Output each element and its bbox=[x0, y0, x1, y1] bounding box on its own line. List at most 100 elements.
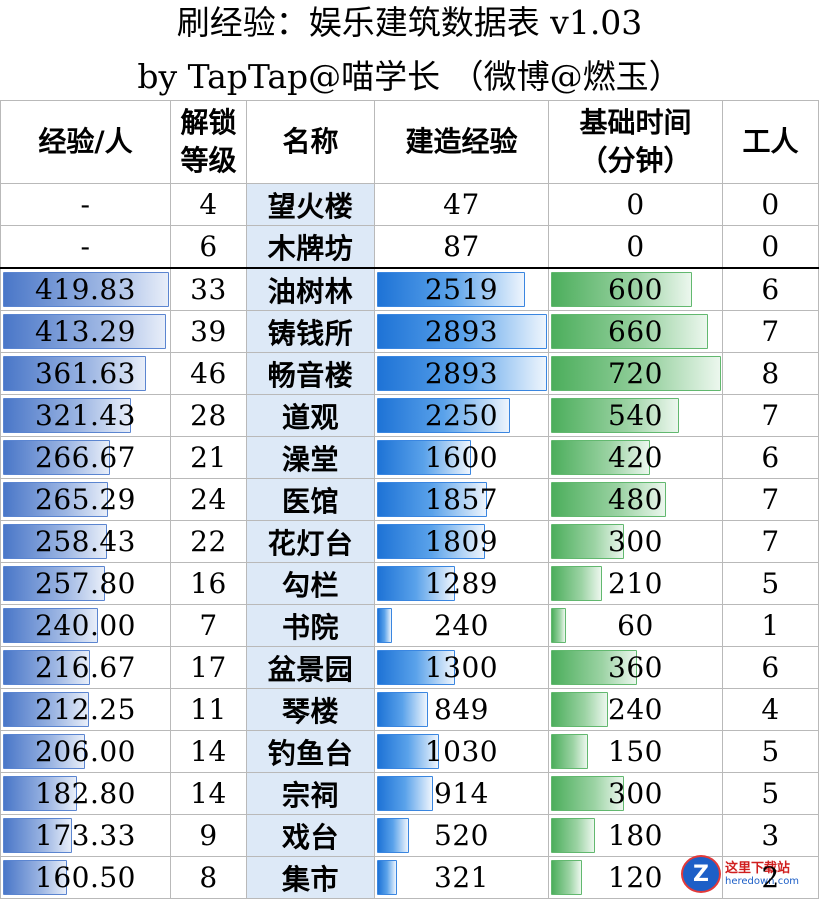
cell-value: 琴楼 bbox=[282, 695, 339, 728]
data-bar bbox=[551, 818, 595, 853]
header-base-time-line2: （分钟） bbox=[549, 142, 722, 180]
cell-workers: 6 bbox=[723, 437, 819, 479]
cell-value: 铸钱所 bbox=[268, 317, 354, 350]
cell-build-exp: 914 bbox=[375, 773, 549, 815]
cell-name: 医馆 bbox=[247, 479, 375, 521]
cell-build-exp: 2893 bbox=[375, 311, 549, 353]
cell-value: 澡堂 bbox=[282, 443, 339, 476]
cell-name: 澡堂 bbox=[247, 437, 375, 479]
cell-value: 480 bbox=[608, 483, 663, 516]
cell-level: 21 bbox=[171, 437, 247, 479]
cell-name: 勾栏 bbox=[247, 563, 375, 605]
cell-level: 28 bbox=[171, 395, 247, 437]
cell-value: 180 bbox=[608, 819, 663, 852]
cell-time: 210 bbox=[549, 563, 723, 605]
cell-value: 3 bbox=[761, 819, 779, 852]
cell-value: 87 bbox=[443, 230, 480, 263]
cell-name: 油树林 bbox=[247, 268, 375, 311]
cell-workers: 6 bbox=[723, 268, 819, 311]
cell-value: 240.00 bbox=[35, 609, 136, 642]
cell-value: 6 bbox=[761, 441, 779, 474]
data-bar bbox=[377, 860, 397, 895]
table-header-row: 经验/人 解锁 等级 名称 建造经验 基础时间 （分钟） 工人 bbox=[1, 101, 819, 184]
header-build-exp: 建造经验 bbox=[375, 101, 549, 184]
cell-value: 120 bbox=[608, 861, 663, 894]
cell-level: 4 bbox=[171, 184, 247, 226]
cell-value: 17 bbox=[190, 651, 227, 684]
cell-value: 4 bbox=[199, 188, 217, 221]
cell-value: 8 bbox=[761, 357, 779, 390]
cell-value: 0 bbox=[761, 230, 779, 263]
cell-value: 520 bbox=[434, 819, 489, 852]
cell-value: 木牌坊 bbox=[268, 232, 354, 265]
cell-value: 1857 bbox=[425, 483, 498, 516]
cell-value: 0 bbox=[761, 188, 779, 221]
cell-exp-per-worker: 266.67 bbox=[1, 437, 171, 479]
data-bar bbox=[551, 692, 608, 727]
cell-workers: 5 bbox=[723, 773, 819, 815]
cell-value: 47 bbox=[443, 188, 480, 221]
cell-build-exp: 1289 bbox=[375, 563, 549, 605]
cell-level: 11 bbox=[171, 689, 247, 731]
cell-value: 7 bbox=[761, 315, 779, 348]
cell-value: 160.50 bbox=[35, 861, 136, 894]
cell-value: 212.25 bbox=[35, 693, 136, 726]
cell-value: - bbox=[81, 188, 91, 221]
cell-build-exp: 2250 bbox=[375, 395, 549, 437]
data-bar bbox=[551, 860, 582, 895]
header-workers: 工人 bbox=[723, 101, 819, 184]
cell-time: 360 bbox=[549, 647, 723, 689]
cell-name: 木牌坊 bbox=[247, 226, 375, 269]
cell-value: 2893 bbox=[425, 315, 498, 348]
header-unlock-level-line2: 等级 bbox=[171, 142, 246, 180]
cell-exp-per-worker: 361.63 bbox=[1, 353, 171, 395]
cell-value: 0 bbox=[626, 230, 644, 263]
cell-value: 206.00 bbox=[35, 735, 136, 768]
cell-name: 钓鱼台 bbox=[247, 731, 375, 773]
cell-value: 集市 bbox=[282, 863, 339, 896]
cell-value: 盆景园 bbox=[268, 653, 354, 686]
cell-value: 2 bbox=[761, 861, 779, 894]
cell-value: 7 bbox=[761, 525, 779, 558]
cell-level: 16 bbox=[171, 563, 247, 605]
cell-name: 花灯台 bbox=[247, 521, 375, 563]
cell-value: 419.83 bbox=[35, 273, 136, 306]
cell-workers: 5 bbox=[723, 563, 819, 605]
cell-time: 480 bbox=[549, 479, 723, 521]
cell-value: 2893 bbox=[425, 357, 498, 390]
cell-value: 216.67 bbox=[35, 651, 136, 684]
header-unlock-level: 解锁 等级 bbox=[171, 101, 247, 184]
cell-value: 书院 bbox=[282, 611, 339, 644]
cell-name: 琴楼 bbox=[247, 689, 375, 731]
watermark: Z 这里下载站 heredown.com bbox=[681, 856, 813, 892]
cell-value: 300 bbox=[608, 525, 663, 558]
cell-time: 0 bbox=[549, 184, 723, 226]
cell-exp-per-worker: 160.50 bbox=[1, 857, 171, 899]
cell-build-exp: 1600 bbox=[375, 437, 549, 479]
cell-exp-per-worker: - bbox=[1, 184, 171, 226]
cell-value: 1300 bbox=[425, 651, 498, 684]
data-bar bbox=[377, 692, 428, 727]
cell-value: 600 bbox=[608, 273, 663, 306]
cell-time: 660 bbox=[549, 311, 723, 353]
cell-level: 17 bbox=[171, 647, 247, 689]
cell-time: 600 bbox=[549, 268, 723, 311]
cell-value: 60 bbox=[617, 609, 654, 642]
header-name: 名称 bbox=[247, 101, 375, 184]
cell-time: 300 bbox=[549, 773, 723, 815]
cell-value: 28 bbox=[190, 399, 227, 432]
cell-level: 39 bbox=[171, 311, 247, 353]
cell-build-exp: 2893 bbox=[375, 353, 549, 395]
cell-exp-per-worker: 258.43 bbox=[1, 521, 171, 563]
cell-name: 畅音楼 bbox=[247, 353, 375, 395]
cell-value: 6 bbox=[761, 273, 779, 306]
data-bar bbox=[551, 566, 602, 601]
